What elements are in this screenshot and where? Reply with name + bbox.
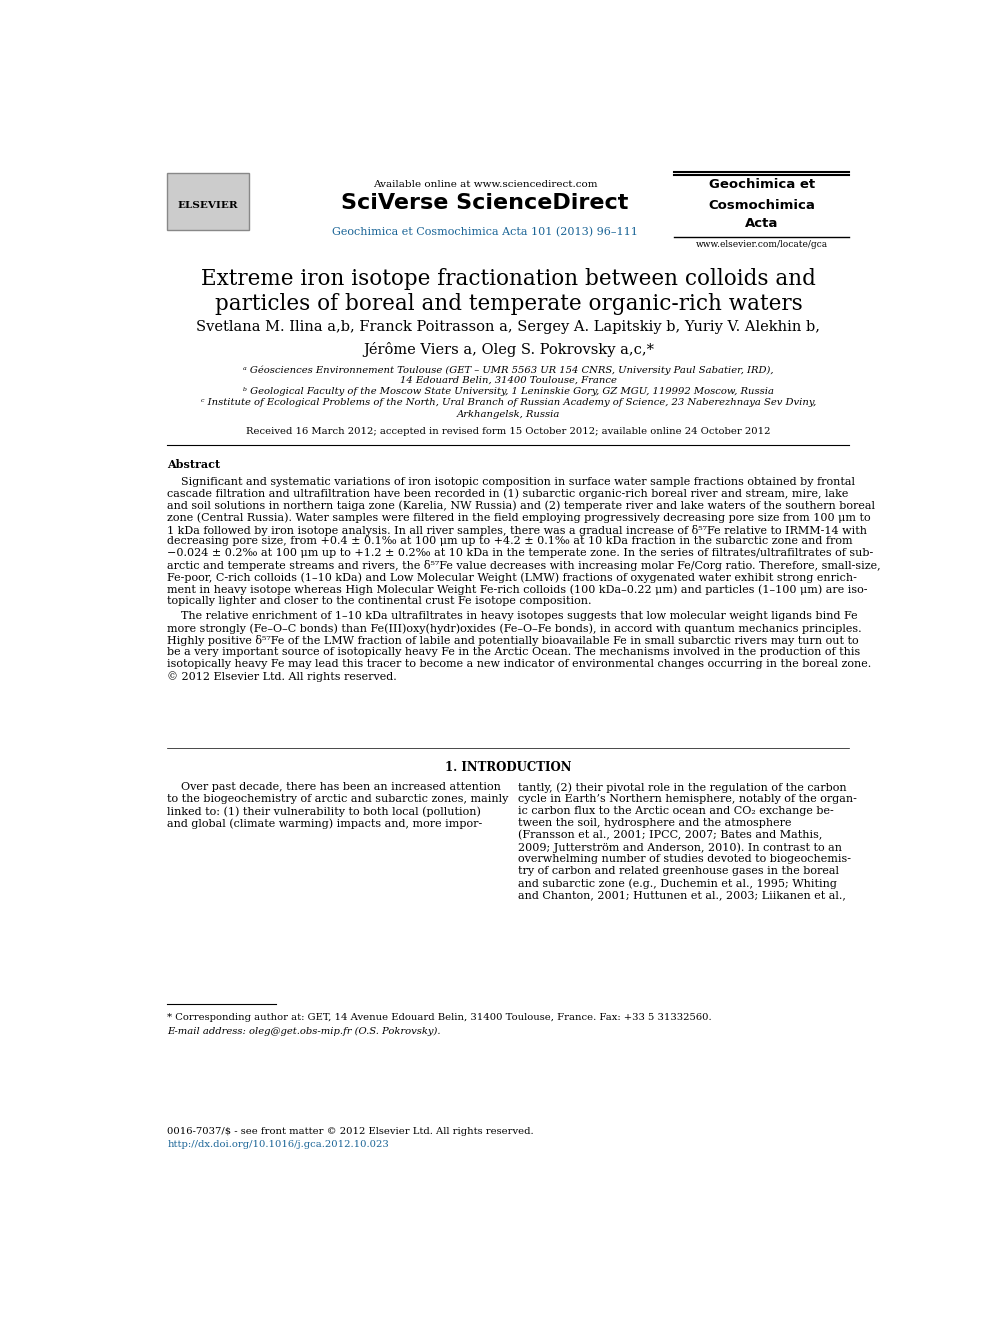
- Text: http://dx.doi.org/10.1016/j.gca.2012.10.023: http://dx.doi.org/10.1016/j.gca.2012.10.…: [168, 1140, 389, 1148]
- Text: cascade filtration and ultrafiltration have been recorded in (1) subarctic organ: cascade filtration and ultrafiltration h…: [168, 488, 849, 499]
- Text: Significant and systematic variations of iron isotopic composition in surface wa: Significant and systematic variations of…: [168, 476, 855, 487]
- Text: Available online at www.sciencedirect.com: Available online at www.sciencedirect.co…: [373, 180, 597, 189]
- Text: to the biogeochemistry of arctic and subarctic zones, mainly: to the biogeochemistry of arctic and sub…: [168, 794, 509, 804]
- Text: and subarctic zone (e.g., Duchemin et al., 1995; Whiting: and subarctic zone (e.g., Duchemin et al…: [518, 878, 837, 889]
- Text: E-mail address: oleg@get.obs-mip.fr (O.S. Pokrovsky).: E-mail address: oleg@get.obs-mip.fr (O.S…: [168, 1027, 440, 1036]
- Text: 0016-7037/$ - see front matter © 2012 Elsevier Ltd. All rights reserved.: 0016-7037/$ - see front matter © 2012 El…: [168, 1127, 534, 1136]
- Text: (Fransson et al., 2001; IPCC, 2007; Bates and Mathis,: (Fransson et al., 2001; IPCC, 2007; Bate…: [518, 831, 822, 840]
- Text: 14 Edouard Belin, 31400 Toulouse, France: 14 Edouard Belin, 31400 Toulouse, France: [400, 376, 617, 385]
- Text: topically lighter and closer to the continental crust Fe isotope composition.: topically lighter and closer to the cont…: [168, 597, 592, 606]
- Text: ᶜ Institute of Ecological Problems of the North, Ural Branch of Russian Academy : ᶜ Institute of Ecological Problems of th…: [200, 398, 816, 407]
- Text: Received 16 March 2012; accepted in revised form 15 October 2012; available onli: Received 16 March 2012; accepted in revi…: [246, 427, 771, 435]
- Text: Geochimica et: Geochimica et: [708, 179, 814, 191]
- Text: ᵇ Geological Faculty of the Moscow State University, 1 Leninskie Gory, GZ MGU, 1: ᵇ Geological Faculty of the Moscow State…: [243, 386, 774, 396]
- Text: ELSEVIER: ELSEVIER: [178, 201, 238, 210]
- Text: and Chanton, 2001; Huttunen et al., 2003; Liikanen et al.,: and Chanton, 2001; Huttunen et al., 2003…: [518, 890, 846, 900]
- Text: * Corresponding author at: GET, 14 Avenue Edouard Belin, 31400 Toulouse, France.: * Corresponding author at: GET, 14 Avenu…: [168, 1013, 712, 1023]
- Text: 1 kDa followed by iron isotope analysis. In all river samples, there was a gradu: 1 kDa followed by iron isotope analysis.…: [168, 524, 867, 536]
- Text: Cosmochimica: Cosmochimica: [708, 198, 815, 212]
- Text: Abstract: Abstract: [168, 459, 220, 470]
- Text: tantly, (2) their pivotal role in the regulation of the carbon: tantly, (2) their pivotal role in the re…: [518, 782, 847, 792]
- Text: overwhelming number of studies devoted to biogeochemis-: overwhelming number of studies devoted t…: [518, 855, 851, 864]
- Text: 2009; Jutterström and Anderson, 2010). In contrast to an: 2009; Jutterström and Anderson, 2010). I…: [518, 843, 842, 853]
- Text: Extreme iron isotope fractionation between colloids and: Extreme iron isotope fractionation betwe…: [201, 269, 815, 290]
- Text: Over past decade, there has been an increased attention: Over past decade, there has been an incr…: [168, 782, 501, 792]
- Bar: [168, 172, 249, 230]
- Text: SciVerse ScienceDirect: SciVerse ScienceDirect: [341, 193, 629, 213]
- Text: www.elsevier.com/locate/gca: www.elsevier.com/locate/gca: [695, 239, 828, 249]
- Text: Acta: Acta: [745, 217, 779, 230]
- Text: Jérôme Viers a, Oleg S. Pokrovsky a,c,*: Jérôme Viers a, Oleg S. Pokrovsky a,c,*: [363, 343, 654, 357]
- Text: isotopically heavy Fe may lead this tracer to become a new indicator of environm: isotopically heavy Fe may lead this trac…: [168, 659, 872, 669]
- Text: try of carbon and related greenhouse gases in the boreal: try of carbon and related greenhouse gas…: [518, 867, 839, 876]
- Text: The relative enrichment of 1–10 kDa ultrafiltrates in heavy isotopes suggests th: The relative enrichment of 1–10 kDa ultr…: [168, 611, 858, 620]
- Text: be a very important source of isotopically heavy Fe in the Arctic Ocean. The mec: be a very important source of isotopical…: [168, 647, 861, 658]
- Text: ment in heavy isotope whereas High Molecular Weight Fe-rich colloids (100 kDa–0.: ment in heavy isotope whereas High Molec…: [168, 585, 868, 595]
- Text: Svetlana M. Ilina a,b, Franck Poitrasson a, Sergey A. Lapitskiy b, Yuriy V. Alek: Svetlana M. Ilina a,b, Franck Poitrasson…: [196, 320, 820, 335]
- Text: arctic and temperate streams and rivers, the δ⁵⁷Fe value decreases with increasi: arctic and temperate streams and rivers,…: [168, 561, 881, 572]
- Text: © 2012 Elsevier Ltd. All rights reserved.: © 2012 Elsevier Ltd. All rights reserved…: [168, 671, 397, 681]
- Text: Arkhangelsk, Russia: Arkhangelsk, Russia: [456, 410, 560, 419]
- Text: Fe-poor, C-rich colloids (1–10 kDa) and Low Molecular Weight (LMW) fractions of : Fe-poor, C-rich colloids (1–10 kDa) and …: [168, 573, 857, 583]
- Text: and soil solutions in northern taiga zone (Karelia, NW Russia) and (2) temperate: and soil solutions in northern taiga zon…: [168, 500, 875, 511]
- Text: particles of boreal and temperate organic-rich waters: particles of boreal and temperate organi…: [214, 292, 803, 315]
- Text: linked to: (1) their vulnerability to both local (pollution): linked to: (1) their vulnerability to bo…: [168, 806, 481, 816]
- Text: cycle in Earth’s Northern hemisphere, notably of the organ-: cycle in Earth’s Northern hemisphere, no…: [518, 794, 857, 804]
- Text: zone (Central Russia). Water samples were filtered in the field employing progre: zone (Central Russia). Water samples wer…: [168, 512, 871, 523]
- Text: decreasing pore size, from +0.4 ± 0.1‰ at 100 μm up to +4.2 ± 0.1‰ at 10 kDa fra: decreasing pore size, from +0.4 ± 0.1‰ a…: [168, 536, 853, 546]
- Text: and global (climate warming) impacts and, more impor-: and global (climate warming) impacts and…: [168, 818, 483, 828]
- Text: 1. INTRODUCTION: 1. INTRODUCTION: [445, 761, 571, 774]
- Text: ᵃ Géosciences Environnement Toulouse (GET – UMR 5563 UR 154 CNRS, University Pau: ᵃ Géosciences Environnement Toulouse (GE…: [243, 365, 774, 374]
- Text: Geochimica et Cosmochimica Acta 101 (2013) 96–111: Geochimica et Cosmochimica Acta 101 (201…: [332, 226, 638, 237]
- Text: Highly positive δ⁵⁷Fe of the LMW fraction of labile and potentially bioavailable: Highly positive δ⁵⁷Fe of the LMW fractio…: [168, 635, 859, 646]
- Text: more strongly (Fe–O–C bonds) than Fe(III)oxy(hydr)oxides (Fe–O–Fe bonds), in acc: more strongly (Fe–O–C bonds) than Fe(III…: [168, 623, 862, 634]
- Text: ic carbon flux to the Arctic ocean and CO₂ exchange be-: ic carbon flux to the Arctic ocean and C…: [518, 806, 834, 816]
- Text: −0.024 ± 0.2‰ at 100 μm up to +1.2 ± 0.2‰ at 10 kDa in the temperate zone. In th: −0.024 ± 0.2‰ at 100 μm up to +1.2 ± 0.2…: [168, 548, 874, 558]
- Text: tween the soil, hydrosphere and the atmosphere: tween the soil, hydrosphere and the atmo…: [518, 818, 792, 828]
